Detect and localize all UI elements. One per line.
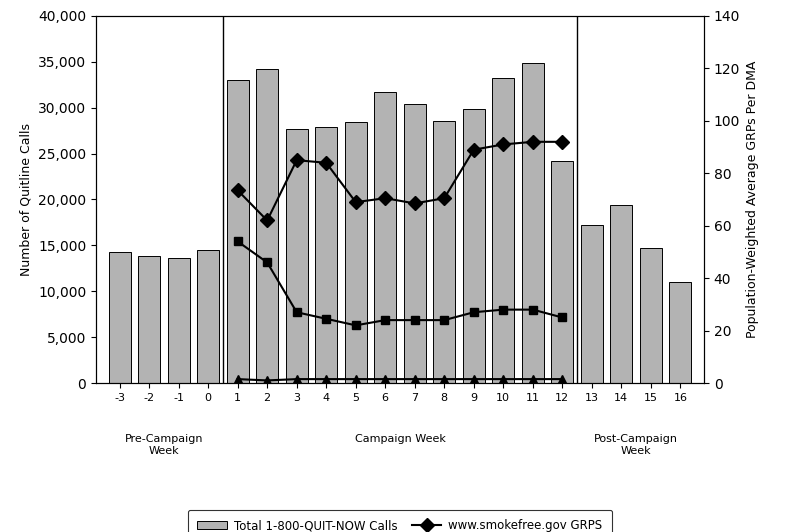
Bar bbox=[522, 63, 544, 383]
Legend: Total 1-800-QUIT-NOW Calls, 1-800-QUIT-NOW GRPS, www.smokefree.gov GRPS, Radio G: Total 1-800-QUIT-NOW Calls, 1-800-QUIT-N… bbox=[188, 510, 612, 532]
Bar bbox=[167, 258, 190, 383]
Bar bbox=[315, 127, 338, 383]
Bar bbox=[109, 252, 130, 383]
Text: Pre-Campaign
Week: Pre-Campaign Week bbox=[125, 435, 203, 456]
Bar bbox=[462, 109, 485, 383]
Bar bbox=[492, 78, 514, 383]
Bar bbox=[197, 250, 219, 383]
Bar bbox=[138, 256, 160, 383]
Bar bbox=[404, 104, 426, 383]
Bar bbox=[640, 248, 662, 383]
Text: Post-Campaign
Week: Post-Campaign Week bbox=[594, 435, 678, 456]
Bar bbox=[670, 282, 691, 383]
Bar bbox=[581, 225, 603, 383]
Y-axis label: Number of Quitline Calls: Number of Quitline Calls bbox=[19, 123, 33, 276]
Bar bbox=[256, 69, 278, 383]
Y-axis label: Population-Weighted Average GRPs Per DMA: Population-Weighted Average GRPs Per DMA bbox=[746, 61, 758, 338]
Bar bbox=[345, 122, 366, 383]
Bar bbox=[286, 129, 308, 383]
Bar bbox=[551, 161, 574, 383]
Bar bbox=[434, 121, 455, 383]
Bar bbox=[374, 92, 396, 383]
Bar bbox=[226, 80, 249, 383]
Text: Campaign Week: Campaign Week bbox=[354, 435, 446, 444]
Bar bbox=[610, 205, 633, 383]
